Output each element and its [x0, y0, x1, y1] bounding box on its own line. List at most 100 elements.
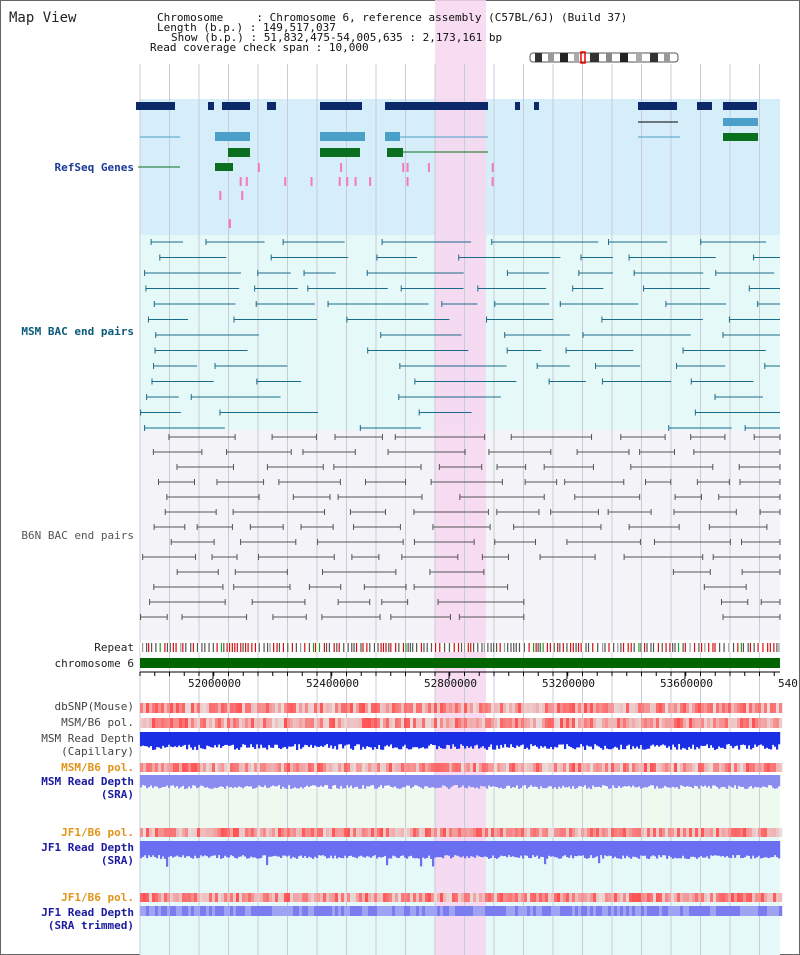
heat-cell	[716, 718, 720, 728]
depth-bar	[200, 841, 203, 856]
repeat-element	[490, 643, 492, 652]
depth-bar	[450, 775, 453, 788]
repeat-element	[426, 643, 428, 652]
depth-bar	[282, 732, 285, 748]
gene-feature	[215, 132, 250, 141]
heat-cell	[605, 893, 609, 902]
heat-cell	[251, 763, 255, 772]
repeat-element	[757, 643, 759, 652]
depth-bar	[242, 732, 245, 745]
depth-bar	[202, 732, 205, 749]
heat-cell	[521, 718, 525, 728]
depth-bar	[640, 732, 643, 745]
depth-bar	[406, 732, 409, 749]
heat-cell	[749, 763, 753, 772]
depth-bar	[248, 906, 252, 916]
heat-cell	[671, 828, 675, 837]
depth-bar	[402, 775, 405, 788]
depth-bar	[586, 775, 589, 789]
depth-bar	[294, 775, 297, 788]
depth-bar	[772, 775, 775, 788]
depth-bar	[512, 732, 515, 747]
depth-bar	[262, 732, 265, 748]
heat-cell	[761, 703, 765, 713]
depth-bar	[410, 841, 413, 856]
depth-bar	[474, 732, 477, 746]
heat-cell	[302, 718, 306, 728]
heat-cell	[647, 828, 651, 837]
heat-cell	[167, 703, 171, 713]
depth-bar	[752, 732, 755, 748]
track-label-refseq[interactable]: RefSeq Genes	[54, 161, 134, 174]
depth-bar	[773, 906, 777, 916]
heat-cell	[605, 718, 609, 728]
heat-cell	[407, 828, 411, 837]
depth-bar	[586, 732, 589, 746]
depth-bar	[730, 732, 733, 746]
heat-cell	[722, 718, 726, 728]
heat-cell	[326, 703, 330, 713]
track-label-msm-bac[interactable]: MSM BAC end pairs	[21, 325, 134, 338]
repeat-element	[212, 643, 214, 652]
repeat-element	[453, 643, 455, 652]
heat-cell	[356, 703, 360, 713]
heat-cell	[212, 703, 216, 713]
depth-bar	[710, 841, 713, 856]
repeat-element	[487, 643, 489, 652]
depth-bar	[152, 906, 156, 916]
heat-cell	[461, 828, 465, 837]
depth-bar	[248, 775, 251, 787]
heat-cell	[254, 828, 258, 837]
heat-cell	[362, 718, 366, 728]
heat-cell	[578, 763, 582, 772]
chromosome-ideogram[interactable]	[529, 51, 679, 64]
depth-bar	[668, 906, 672, 916]
repeat-element	[769, 643, 771, 652]
heat-cell	[449, 718, 453, 728]
heat-cell	[404, 718, 408, 728]
depth-bar	[526, 775, 529, 789]
repeat-element	[263, 643, 265, 652]
gene-feature	[136, 102, 175, 110]
heat-cell	[302, 703, 306, 713]
heat-cell	[263, 703, 267, 713]
repeat-element	[737, 643, 739, 652]
repeat-element	[704, 643, 706, 652]
heat-cell	[608, 718, 612, 728]
depth-bar	[550, 732, 553, 747]
heat-cell	[680, 703, 684, 713]
track-label-b6n-bac[interactable]: B6N BAC end pairs	[21, 529, 134, 542]
heat-cell	[320, 763, 324, 772]
heat-cell	[227, 893, 231, 902]
depth-bar	[702, 841, 705, 858]
heat-cell	[206, 763, 210, 772]
heat-cell	[272, 893, 276, 902]
heat-cell	[734, 763, 738, 772]
depth-bar	[508, 732, 511, 748]
depth-bar	[726, 732, 729, 745]
heat-cell	[344, 763, 348, 772]
depth-bar	[512, 841, 515, 857]
depth-bar	[388, 732, 391, 747]
heat-cell	[356, 828, 360, 837]
depth-bar	[300, 732, 303, 749]
heat-cell	[347, 763, 351, 772]
depth-bar	[527, 906, 531, 916]
repeat-element	[276, 643, 278, 652]
depth-bar	[686, 732, 689, 750]
depth-bar	[452, 732, 455, 745]
heat-cell	[731, 703, 735, 713]
depth-bar	[473, 906, 477, 916]
depth-bar	[590, 775, 593, 789]
depth-bar	[366, 732, 369, 747]
depth-bar	[738, 841, 741, 856]
heat-cell	[422, 828, 426, 837]
depth-bar	[436, 732, 439, 750]
depth-bar	[560, 732, 563, 745]
depth-bar	[530, 732, 533, 745]
depth-bar	[502, 775, 505, 789]
depth-bar	[502, 841, 505, 857]
depth-bar	[478, 841, 481, 857]
heat-cell	[371, 893, 375, 902]
coverage-value: 10,000	[328, 41, 369, 54]
